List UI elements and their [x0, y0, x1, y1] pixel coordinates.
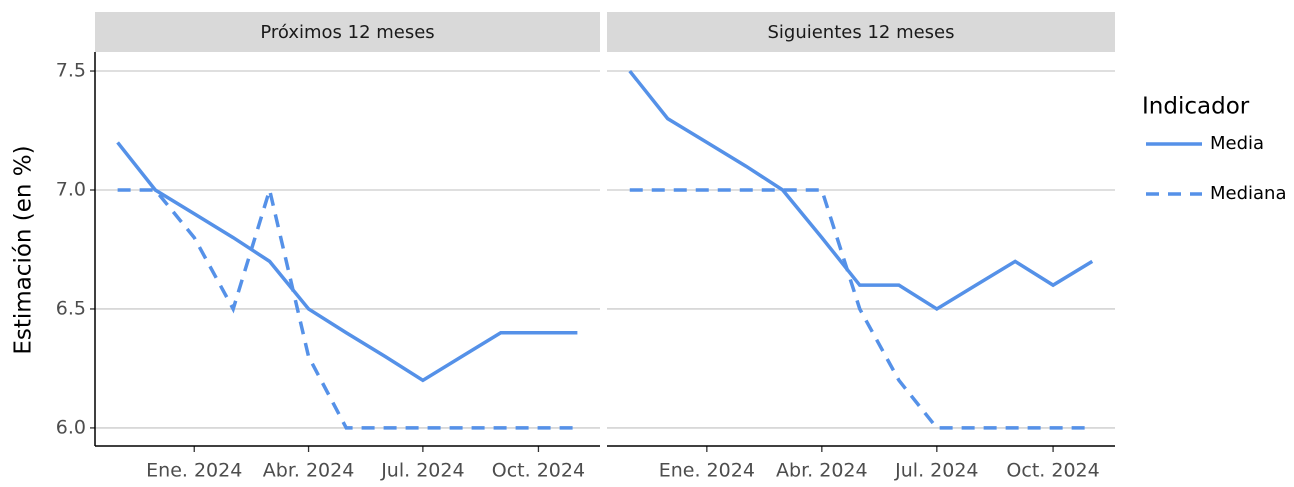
x-tick-label: Ene. 2024	[659, 460, 755, 482]
facet-title: Siguientes 12 meses	[767, 22, 954, 43]
y-tick-label: 7.5	[56, 60, 86, 82]
x-tick-label: Ene. 2024	[146, 460, 242, 482]
x-tick-label: Jul. 2024	[380, 460, 464, 482]
legend-label: Media	[1210, 133, 1264, 154]
x-tick-label: Abr. 2024	[263, 460, 355, 482]
x-tick-label: Oct. 2024	[492, 460, 585, 482]
x-tick-label: Abr. 2024	[776, 460, 868, 482]
y-tick-label: 6.5	[56, 297, 86, 319]
line-series	[117, 183, 578, 430]
legend-label: Mediana	[1210, 183, 1287, 204]
line-series	[116, 141, 578, 383]
facet-strip	[607, 12, 1115, 52]
line-series	[628, 69, 1094, 312]
y-tick-label: 6.0	[56, 416, 86, 438]
facet-strip	[95, 12, 600, 52]
y-axis-label: Estimación (en %)	[11, 145, 37, 354]
x-tick-label: Jul. 2024	[894, 460, 978, 482]
facet-title: Próximos 12 meses	[260, 22, 434, 43]
y-tick-label: 7.0	[56, 178, 86, 200]
line-series	[629, 188, 1093, 430]
x-tick-label: Oct. 2024	[1006, 460, 1099, 482]
legend-title: Indicador	[1142, 94, 1250, 120]
